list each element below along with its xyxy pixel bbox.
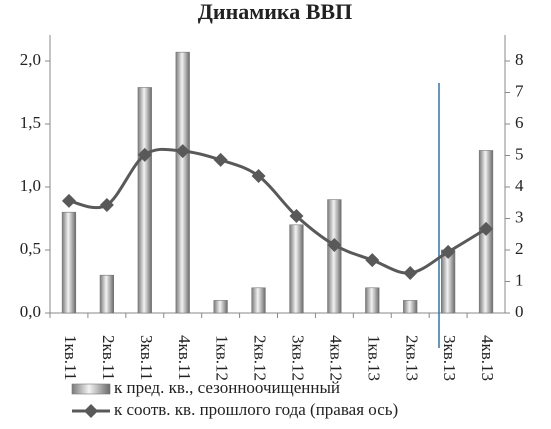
y2-tick-label: 4: [515, 176, 524, 195]
bar: [99, 274, 115, 314]
y-tick-label: 0,0: [20, 302, 41, 321]
y-tick-label: 2,0: [20, 50, 41, 69]
y2-tick-label: 5: [515, 144, 524, 163]
y2-tick-label: 6: [515, 113, 524, 132]
x-tick-label: 2кв.11: [99, 335, 118, 380]
x-tick-label: 3кв.12: [289, 335, 308, 381]
bar: [175, 51, 190, 314]
x-tick-label: 1кв.12: [213, 335, 232, 381]
legend-swatch: [84, 404, 98, 418]
y-tick-label: 1,0: [20, 176, 41, 195]
x-tick-label: 4кв.13: [478, 335, 497, 381]
x-tick-label: 4кв.12: [326, 335, 345, 381]
legend-label: к пред. кв., сезонноочищенный: [114, 378, 340, 397]
x-tick-label: 2кв.12: [251, 335, 270, 381]
line-marker: [365, 253, 380, 268]
line-marker: [327, 237, 342, 252]
line-marker: [441, 244, 456, 259]
line-marker: [137, 147, 152, 162]
bar: [365, 287, 380, 314]
y2-tick-label: 0: [515, 302, 524, 321]
line-marker: [61, 193, 76, 208]
line-marker: [175, 144, 190, 159]
x-tick-label: 4кв.11: [175, 335, 194, 380]
x-tick-label: 2кв.13: [402, 335, 421, 381]
line-marker: [99, 197, 114, 212]
line: [68, 147, 487, 275]
y-tick-label: 0,5: [20, 239, 41, 258]
y-tick-label: 1,5: [20, 113, 41, 132]
legend-label: к соотв. кв. прошлого года (правая ось): [114, 400, 398, 419]
y2-tick-label: 3: [515, 207, 524, 226]
bar: [289, 224, 304, 314]
chart-title: Динамика ВВП: [198, 0, 352, 24]
x-tick-label: 3кв.11: [137, 335, 156, 380]
bar: [213, 300, 228, 314]
bar: [403, 300, 418, 314]
line-marker: [213, 152, 228, 167]
y2-tick-label: 7: [515, 81, 524, 100]
bar: [327, 199, 342, 314]
x-tick-label: 1кв.13: [364, 335, 383, 381]
line-marker: [251, 168, 266, 183]
y2-tick-label: 2: [515, 239, 524, 258]
y2-tick-label: 1: [515, 270, 524, 289]
x-tick-label: 3кв.13: [440, 335, 459, 381]
x-tick-label: 1кв.11: [61, 335, 80, 380]
bar: [137, 87, 152, 314]
y2-tick-label: 8: [515, 50, 524, 69]
line-marker: [403, 265, 418, 280]
legend-swatch: [71, 383, 111, 395]
bar: [251, 287, 266, 314]
line-marker: [479, 221, 494, 236]
line-marker: [289, 208, 304, 223]
bar: [440, 249, 456, 314]
bar: [61, 211, 77, 314]
